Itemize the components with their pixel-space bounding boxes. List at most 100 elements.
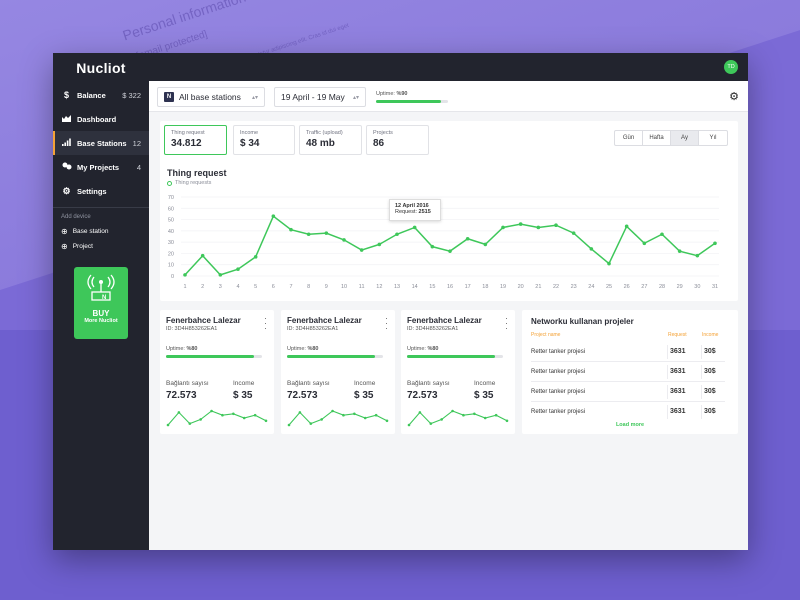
- stat-thing-request[interactable]: Thing request 34.812: [164, 125, 227, 155]
- data-point: [465, 236, 470, 241]
- table-row[interactable]: Retter tanker projesi 3631 30$: [531, 362, 725, 382]
- x-tick-label: 8: [307, 284, 310, 290]
- x-tick-label: 1: [183, 284, 186, 290]
- station-uptime-bar: [407, 355, 503, 358]
- x-tick-label: 11: [359, 284, 365, 290]
- x-tick-label: 22: [553, 284, 559, 290]
- filter-bar: N All base stations ▴▾ 19 April - 19 May…: [149, 81, 748, 112]
- stat-value: $ 34: [240, 138, 260, 149]
- data-point: [501, 225, 505, 230]
- sidebar-item-balance[interactable]: $ Balance $ 322: [53, 83, 149, 107]
- sparkline-point: [407, 423, 411, 427]
- station-uptime-fill: [287, 355, 376, 358]
- more-vertical-icon[interactable]: · · ·: [385, 313, 388, 333]
- sidebar-item-dashboard[interactable]: Dashboard: [53, 107, 149, 131]
- uptime-bar-fill: [376, 100, 441, 103]
- more-vertical-icon[interactable]: · · ·: [264, 313, 267, 333]
- period-hafta-button[interactable]: Hafta: [643, 131, 671, 145]
- add-device-title: Add device: [61, 214, 91, 220]
- connection-label: Bağlantı sayısı: [407, 380, 450, 387]
- base-stations-count: 12: [132, 138, 141, 148]
- data-point: [660, 232, 664, 237]
- row-request: 3631: [667, 365, 686, 379]
- router-icon: N: [87, 274, 115, 301]
- uptime-label: Uptime: %90: [376, 91, 408, 97]
- sidebar-item-base-stations[interactable]: Base Stations 12: [53, 131, 149, 155]
- x-tick-label: 13: [394, 284, 400, 290]
- chart-tooltip: 12 April 2016 Request: 2515: [389, 199, 441, 221]
- sparkline-point: [429, 422, 433, 425]
- dollar-icon: $: [63, 90, 69, 100]
- station-name: Fenerbahce Lalezar: [287, 316, 362, 325]
- sparkline-point: [253, 413, 257, 417]
- settings-gear-icon[interactable]: ⚙: [729, 91, 739, 103]
- x-tick-label: 15: [429, 284, 435, 290]
- y-tick-label: 60: [168, 206, 174, 212]
- sparkline-point: [374, 413, 378, 417]
- sidebar-item-label: Settings: [77, 186, 107, 196]
- data-point: [571, 231, 576, 235]
- table-row[interactable]: Retter tanker projesi 3631 30$: [531, 342, 725, 362]
- period-gun-button[interactable]: Gün: [615, 131, 643, 145]
- buy-subtitle: More Nucliot: [84, 318, 118, 324]
- sidebar-item-settings[interactable]: ⚙ Settings: [53, 179, 149, 203]
- income-label: Income: [354, 380, 376, 387]
- stat-projects[interactable]: Projects 86: [366, 125, 429, 155]
- table-row[interactable]: Retter tanker projesi 3631 30$: [531, 402, 725, 422]
- row-name: Retter tanker projesi: [531, 389, 586, 395]
- x-tick-label: 26: [624, 284, 630, 290]
- data-point: [218, 273, 223, 277]
- sidebar-item-label: Base Stations: [77, 138, 127, 148]
- data-point: [183, 273, 187, 277]
- x-tick-label: 31: [712, 284, 718, 290]
- sidebar-item-my-projects[interactable]: My Projects 4: [53, 155, 149, 179]
- sparkline-point: [363, 416, 367, 420]
- buy-more-button[interactable]: N BUY More Nucliot: [74, 267, 128, 339]
- table-row[interactable]: Retter tanker projesi 3631 30$: [531, 382, 725, 402]
- row-request: 3631: [667, 405, 686, 419]
- data-point: [607, 261, 611, 266]
- stat-traffic[interactable]: Traffic (upload) 48 mb: [299, 125, 362, 155]
- row-income: 30$: [701, 405, 716, 419]
- chart-card: Thing request 34.812 Income $ 34 Traffic…: [160, 121, 738, 301]
- avatar[interactable]: TD: [724, 60, 738, 74]
- data-point: [695, 253, 700, 258]
- more-vertical-icon[interactable]: · · ·: [505, 313, 508, 333]
- y-tick-label: 40: [168, 229, 174, 235]
- logo: Nucliot: [76, 60, 126, 76]
- connection-value: 72.573: [407, 390, 438, 401]
- station-uptime-fill: [166, 355, 255, 358]
- load-more-link[interactable]: Load more: [615, 422, 645, 428]
- x-tick-label: 19: [500, 284, 506, 290]
- data-point: [536, 225, 541, 230]
- x-tick-label: 23: [571, 284, 577, 290]
- stat-income[interactable]: Income $ 34: [233, 125, 295, 155]
- add-base-station-link[interactable]: ⊕ Base station: [53, 224, 149, 239]
- row-name: Retter tanker projesi: [531, 369, 586, 375]
- chevron-updown-icon: ▴▾: [352, 94, 359, 101]
- station-select[interactable]: N All base stations ▴▾: [157, 87, 265, 107]
- plus-circle-icon: ⊕: [61, 242, 68, 251]
- station-select-value: All base stations: [179, 92, 241, 102]
- date-range-select[interactable]: 19 April - 19 May ▴▾: [274, 87, 366, 107]
- data-point: [554, 223, 558, 228]
- chart-title: Thing request: [167, 168, 227, 178]
- station-card: Fenerbahce Lalezar ID: 3D4H853262EA1 · · ·…: [281, 310, 395, 434]
- add-project-link[interactable]: ⊕ Project: [53, 239, 149, 254]
- sparkline-point: [353, 412, 356, 416]
- y-tick-label: 50: [168, 218, 174, 224]
- topbar: TD: [149, 53, 748, 81]
- sidebar-item-label: Balance: [77, 90, 106, 100]
- period-yil-button[interactable]: Yıl: [709, 135, 717, 141]
- tooltip-value: Request: 2515: [395, 209, 431, 215]
- stat-value: 48 mb: [306, 138, 335, 149]
- y-tick-label: 30: [168, 240, 174, 246]
- projects-icon: [61, 162, 72, 172]
- sidebar-divider: [53, 207, 149, 208]
- col-header-project: Project name: [531, 332, 561, 338]
- row-income: 30$: [701, 345, 716, 359]
- data-point: [483, 242, 488, 247]
- x-tick-label: 9: [325, 284, 328, 290]
- period-ay-button[interactable]: Ay: [671, 131, 699, 145]
